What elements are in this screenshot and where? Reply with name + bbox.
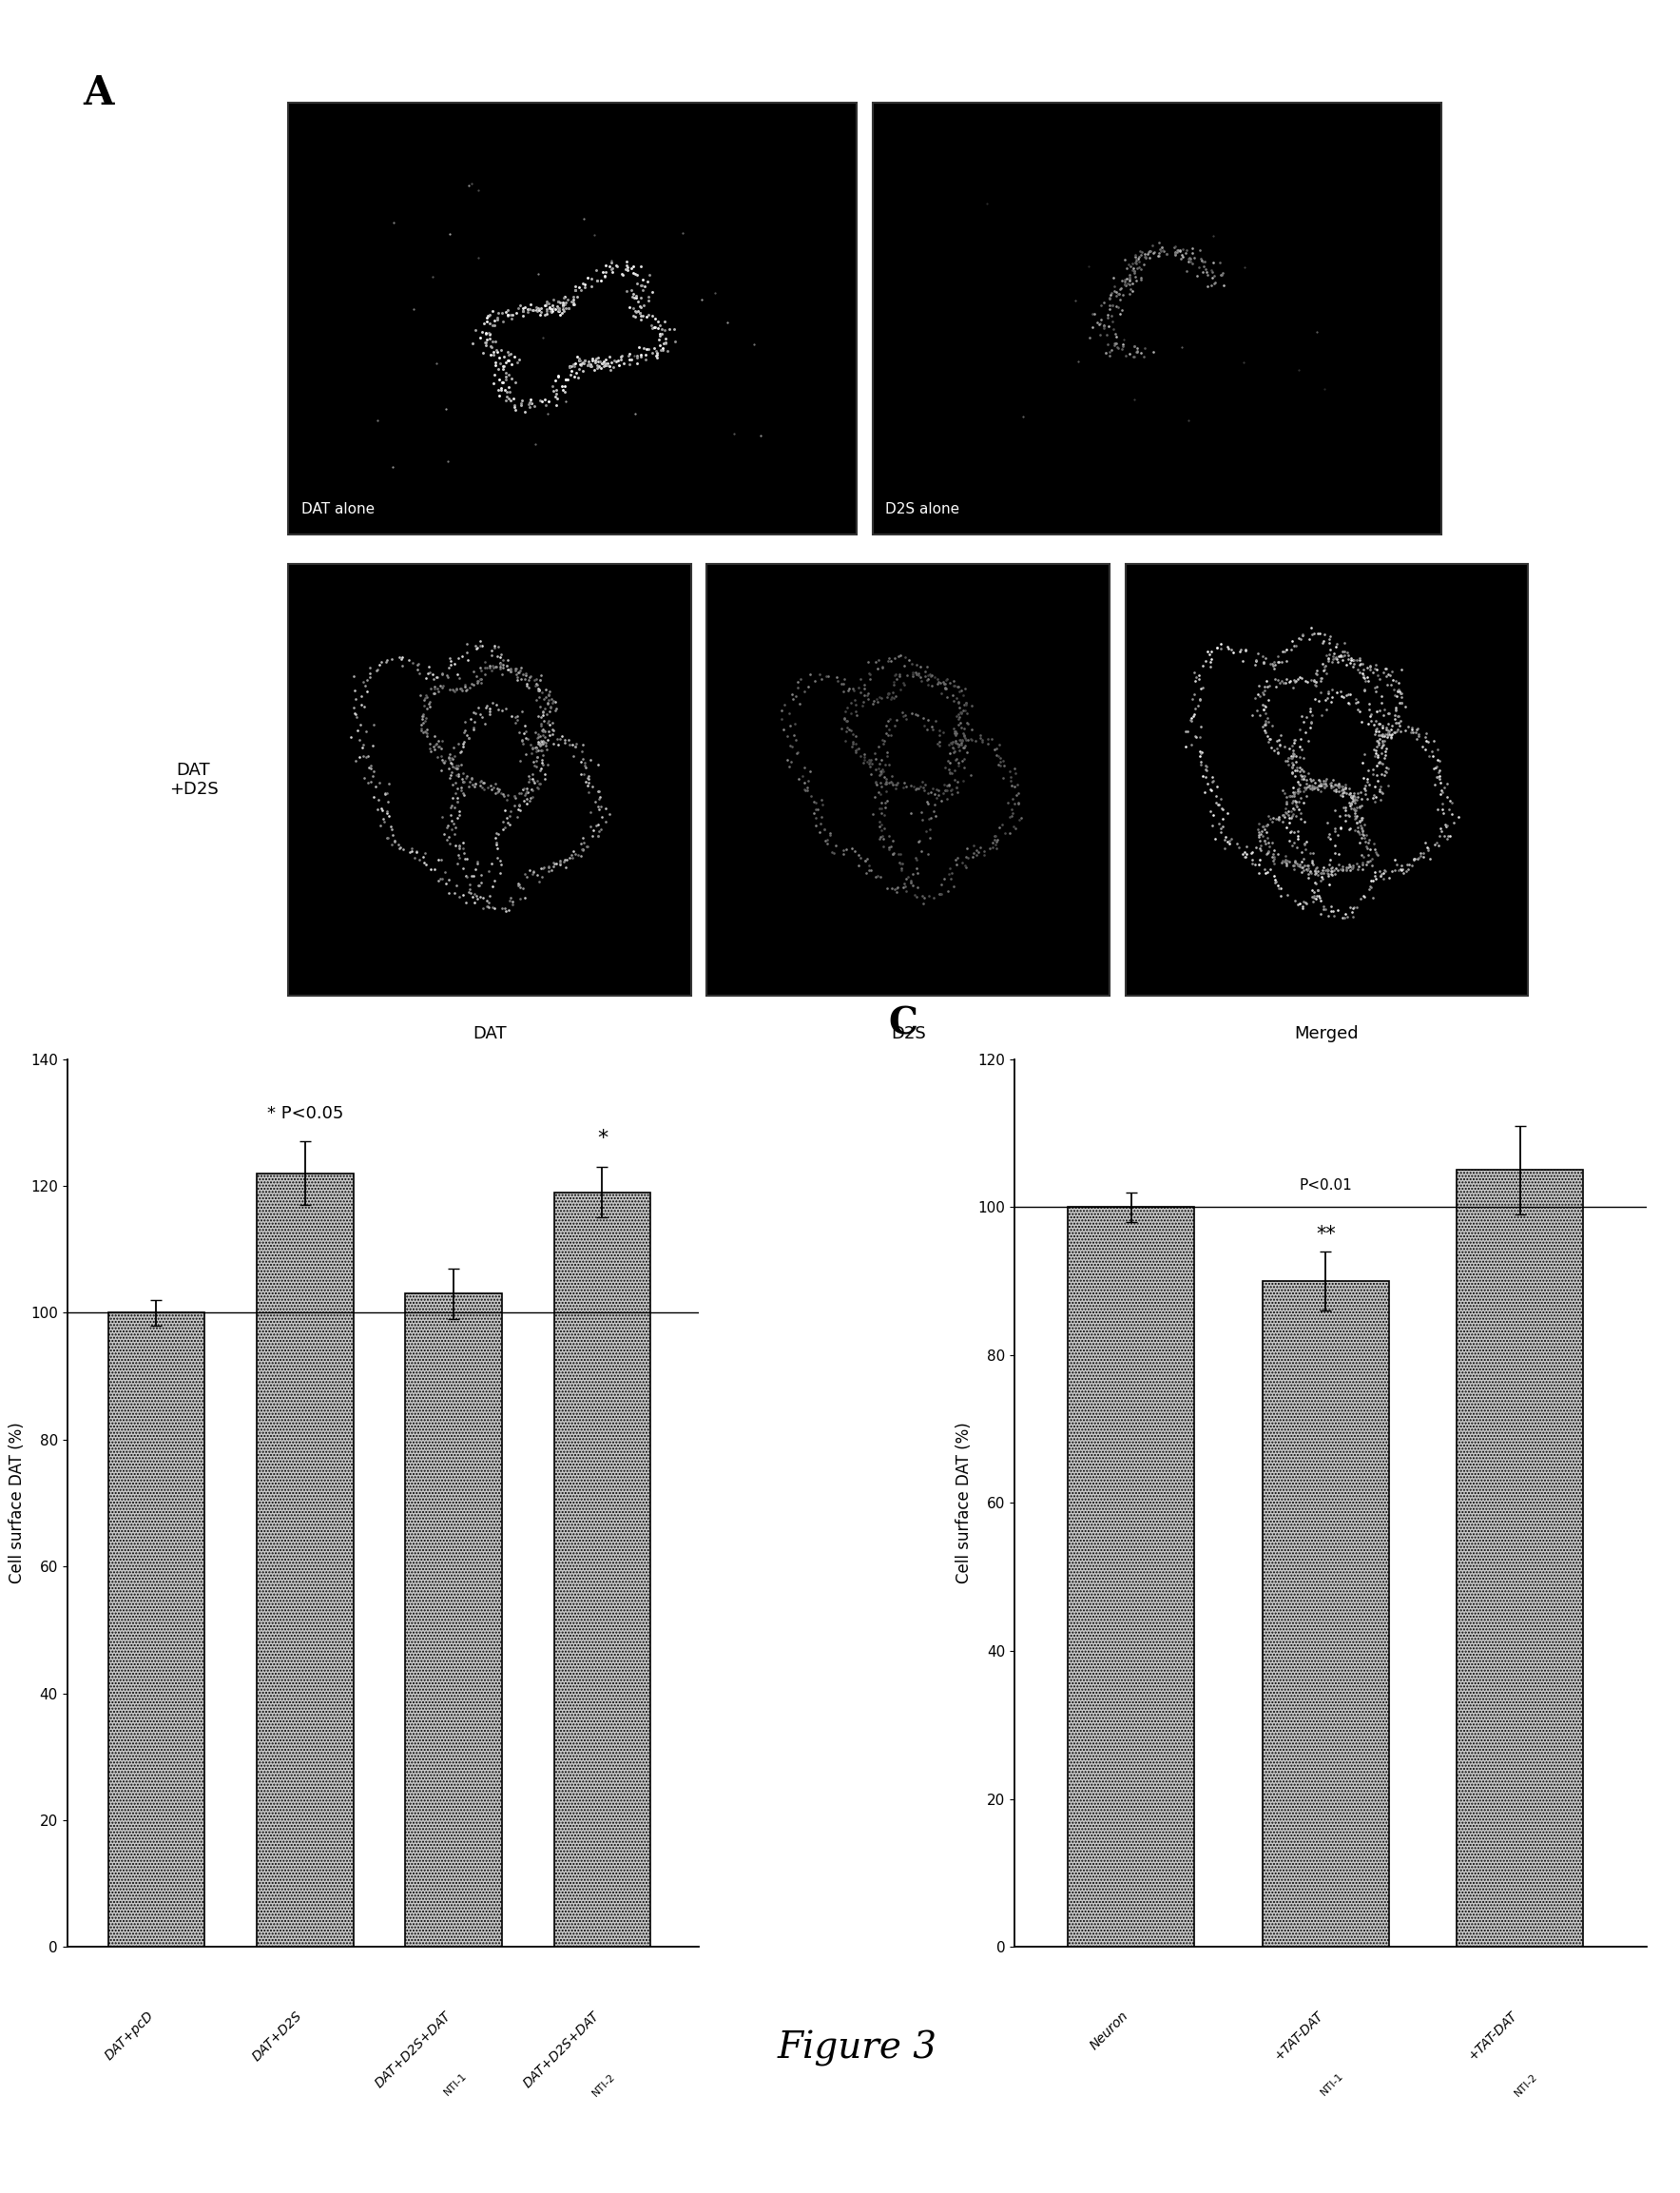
Text: +TAT-DAT: +TAT-DAT	[1467, 2009, 1520, 2064]
Text: DAT alone: DAT alone	[301, 502, 375, 518]
Text: +TAT-DAT: +TAT-DAT	[1272, 2009, 1326, 2064]
Text: D2S alone: D2S alone	[885, 502, 959, 518]
Bar	[108, 1314, 205, 1947]
Text: DAT+D2S+DAT: DAT+D2S+DAT	[373, 2009, 454, 2090]
Text: C: C	[889, 1004, 917, 1042]
Bar	[707, 564, 1109, 996]
Bar	[405, 1294, 502, 1947]
Text: A: A	[82, 72, 114, 114]
Text: DAT: DAT	[472, 1024, 507, 1042]
Text: DAT+D2S+DAT: DAT+D2S+DAT	[521, 2009, 601, 2090]
Text: DAT+pcD: DAT+pcD	[102, 2009, 156, 2064]
Bar	[1457, 1171, 1583, 1947]
Text: P<0.01: P<0.01	[1299, 1178, 1352, 1193]
Text: Merged: Merged	[1295, 1024, 1359, 1042]
Bar	[257, 1173, 353, 1947]
Text: NTI-2: NTI-2	[591, 2070, 617, 2099]
Bar	[1068, 1206, 1194, 1947]
Bar	[1263, 1281, 1389, 1947]
Y-axis label: Cell surface DAT (%): Cell surface DAT (%)	[956, 1423, 973, 1583]
Bar	[872, 103, 1441, 535]
Text: D2S: D2S	[890, 1024, 926, 1042]
Y-axis label: Cell surface DAT (%): Cell surface DAT (%)	[8, 1423, 25, 1583]
Text: * P<0.05: * P<0.05	[267, 1105, 343, 1123]
Bar	[554, 1193, 650, 1947]
Text: DAT+D2S: DAT+D2S	[250, 2009, 306, 2064]
Bar	[1126, 564, 1529, 996]
Text: DAT
+D2S: DAT +D2S	[170, 761, 218, 798]
Text: NTI-1: NTI-1	[1319, 2070, 1346, 2099]
Bar	[289, 564, 690, 996]
Text: NTI-2: NTI-2	[1514, 2070, 1539, 2099]
Text: Figure 3: Figure 3	[776, 2031, 937, 2066]
Text: *: *	[596, 1129, 608, 1147]
Text: Neuron: Neuron	[1089, 2009, 1131, 2053]
Text: **: **	[1315, 1226, 1336, 1243]
Text: NTI-1: NTI-1	[442, 2070, 469, 2099]
Bar	[289, 103, 857, 535]
